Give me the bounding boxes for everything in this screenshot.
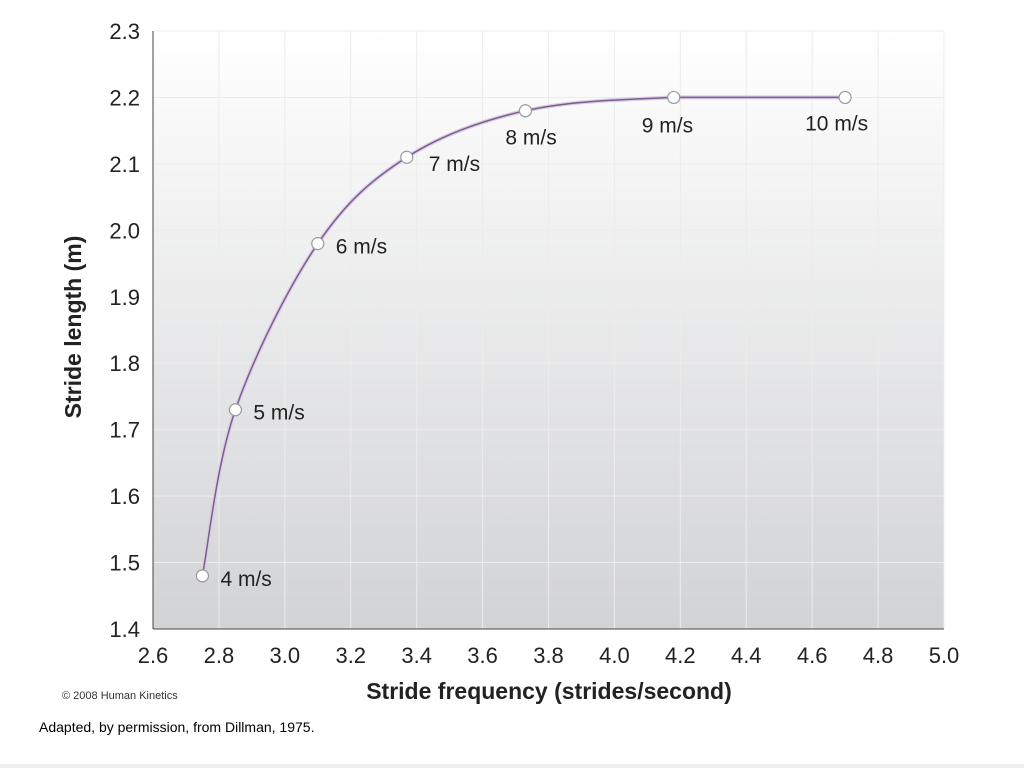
y-tick-label: 1.7	[109, 418, 140, 443]
data-label: 8 m/s	[505, 127, 556, 150]
x-axis-title: Stride frequency (strides/second)	[366, 678, 732, 704]
x-tick-label: 3.4	[401, 643, 432, 668]
data-point	[195, 569, 210, 583]
data-label: 9 m/s	[642, 114, 693, 137]
data-label: 10 m/s	[805, 112, 868, 135]
x-tick-label: 2.8	[204, 643, 235, 668]
x-tick-label: 4.2	[665, 643, 696, 668]
copyright-notice: © 2008 Human Kinetics	[62, 690, 178, 702]
y-tick-label: 2.2	[109, 85, 140, 110]
x-tick-label: 4.6	[797, 643, 828, 668]
y-tick-label: 1.9	[109, 285, 140, 310]
y-tick-label: 1.4	[109, 617, 140, 642]
x-tick-label: 3.8	[533, 643, 564, 668]
data-point	[311, 237, 325, 251]
x-tick-label: 4.0	[599, 643, 630, 668]
y-tick-label: 2.3	[109, 19, 140, 44]
data-point	[838, 90, 852, 105]
data-point	[400, 150, 414, 164]
x-tick-label: 4.8	[863, 643, 894, 668]
data-label: 6 m/s	[336, 236, 387, 259]
x-tick-label: 3.2	[335, 643, 366, 668]
x-tick-label: 2.6	[138, 643, 169, 668]
data-point	[518, 104, 533, 118]
data-label: 7 m/s	[429, 153, 480, 176]
data-label: 4 m/s	[220, 568, 271, 591]
y-tick-label: 1.6	[109, 484, 140, 509]
x-tick-label: 3.0	[270, 643, 301, 668]
x-tick-label: 3.6	[467, 643, 498, 668]
x-tick-label: 5.0	[929, 643, 960, 668]
y-tick-label: 2.1	[109, 152, 140, 177]
x-tick-label: 4.4	[731, 643, 762, 668]
figure-caption: Adapted, by permission, from Dillman, 19…	[39, 719, 315, 735]
data-label: 5 m/s	[253, 402, 304, 425]
y-tick-label: 1.5	[109, 551, 140, 576]
y-tick-label: 2.0	[109, 218, 140, 243]
y-tick-label: 1.8	[109, 351, 140, 376]
y-axis-title: Stride length (m)	[60, 236, 86, 419]
data-point	[667, 90, 681, 105]
bottom-divider	[0, 764, 1024, 768]
data-point	[228, 403, 242, 417]
